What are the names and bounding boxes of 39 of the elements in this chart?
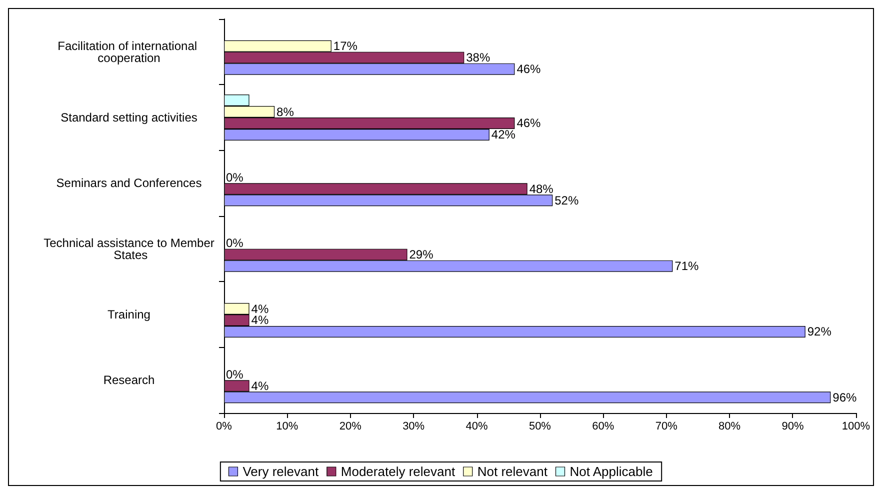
data-label: 92%: [807, 324, 832, 339]
data-label: 8%: [276, 104, 294, 119]
legend-label: Not Applicable: [570, 464, 653, 479]
data-label: 96%: [832, 390, 858, 404]
y-tick-label: Research: [103, 373, 155, 388]
legend-label: Moderately relevant: [340, 464, 456, 479]
data-label: 0%: [226, 170, 244, 184]
data-label: 4%: [251, 302, 269, 316]
data-label: 0%: [226, 236, 244, 250]
x-tick-label: 40%: [466, 420, 488, 432]
y-tick-label: Technical assistance to Member States: [44, 236, 214, 262]
data-label: 46%: [516, 116, 542, 130]
data-label: 4%: [251, 378, 269, 393]
x-tick-label: 10%: [276, 420, 298, 432]
data-label: 4%: [251, 313, 269, 328]
legend-label: Very relevant: [242, 464, 319, 479]
x-tick-label: 100%: [842, 420, 870, 432]
data-label: 46%: [516, 62, 542, 76]
x-tick-label: 20%: [339, 420, 362, 432]
data-label: 38%: [466, 50, 490, 65]
data-label: 42%: [491, 128, 516, 142]
data-label: 0%: [226, 367, 244, 382]
legend-label: Not relevant: [477, 464, 548, 479]
data-label: 71%: [674, 259, 700, 274]
x-tick-label: 60%: [592, 420, 614, 432]
data-label: 52%: [554, 193, 579, 208]
x-tick-label: 50%: [528, 420, 552, 432]
y-tick-label: Facilitation of international cooperation: [58, 38, 200, 65]
x-tick-label: 80%: [718, 420, 741, 432]
data-label: 29%: [409, 248, 434, 262]
x-tick-label: 0%: [216, 420, 232, 432]
y-tick-label: Training: [108, 308, 150, 322]
y-tick-label: Standard setting activities: [60, 110, 198, 124]
y-tick-label: Seminars and Conferences: [56, 176, 202, 190]
data-label: 17%: [333, 39, 358, 54]
x-tick-label: 90%: [782, 420, 804, 432]
x-tick-label: 30%: [402, 420, 425, 432]
data-label: 48%: [529, 182, 554, 196]
x-tick-label: 70%: [655, 420, 678, 432]
